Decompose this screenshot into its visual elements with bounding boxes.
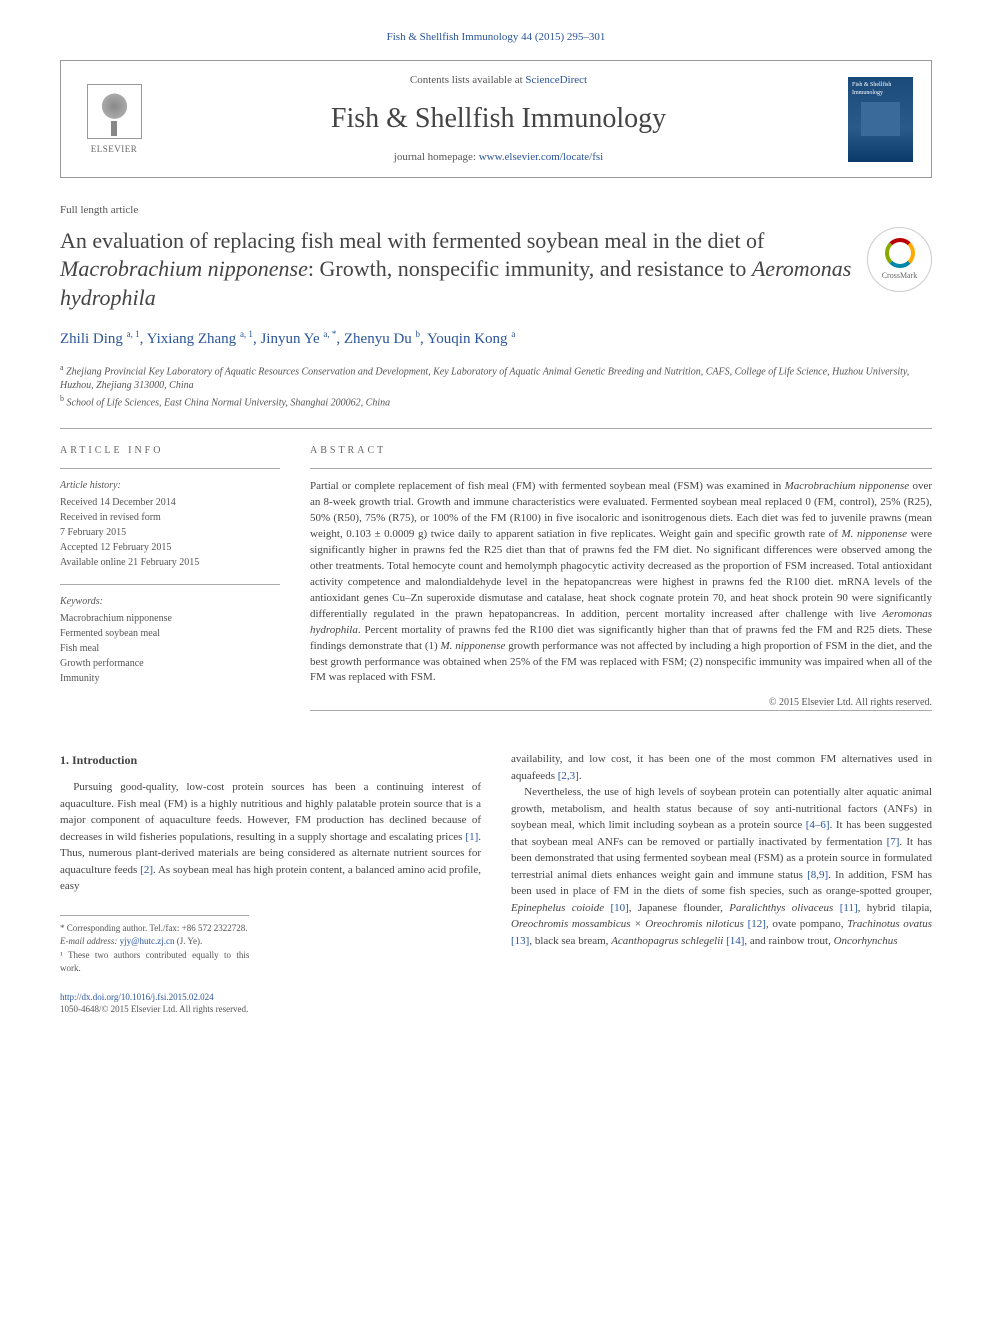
elsevier-tree-icon xyxy=(87,84,142,139)
info-rule xyxy=(60,468,280,469)
issn-copyright: 1050-4648/© 2015 Elsevier Ltd. All right… xyxy=(60,1004,248,1014)
divider xyxy=(60,428,932,429)
affiliations: a Zhejiang Provincial Key Laboratory of … xyxy=(60,362,932,411)
history-label: Article history: xyxy=(60,479,280,493)
corresponding-email-link[interactable]: yjy@hutc.zj.cn xyxy=(120,936,175,946)
doi-block: http://dx.doi.org/10.1016/j.fsi.2015.02.… xyxy=(60,991,932,1016)
affiliation-a: Zhejiang Provincial Key Laboratory of Aq… xyxy=(60,366,909,391)
keywords: Macrobrachium nipponenseFermented soybea… xyxy=(60,611,280,686)
journal-cover-thumbnail: Fish & Shellfish Immunology xyxy=(848,77,913,162)
abstract-copyright: © 2015 Elsevier Ltd. All rights reserved… xyxy=(310,696,932,710)
article-title: An evaluation of replacing fish meal wit… xyxy=(60,227,932,313)
keywords-label: Keywords: xyxy=(60,595,280,609)
article-type: Full length article xyxy=(60,203,932,218)
abstract-heading: ABSTRACT xyxy=(310,444,932,458)
journal-masthead: ELSEVIER Contents lists available at Sci… xyxy=(60,60,932,178)
article-info-block: ARTICLE INFO Article history: Received 1… xyxy=(60,444,280,721)
abstract-body: Partial or complete replacement of fish … xyxy=(310,479,932,686)
footnotes: * Corresponding author. Tel./fax: +86 57… xyxy=(60,915,249,976)
header-citation: Fish & Shellfish Immunology 44 (2015) 29… xyxy=(60,30,932,45)
abstract-rule xyxy=(310,468,932,469)
crossmark-badge[interactable]: CrossMark xyxy=(867,227,932,292)
journal-name: Fish & Shellfish Immunology xyxy=(149,99,848,138)
intro-para-2a: availability, and low cost, it has been … xyxy=(511,751,932,784)
crossmark-icon xyxy=(885,238,915,268)
introduction-section: 1. Introduction Pursuing good-quality, l… xyxy=(60,751,932,976)
intro-para-1: Pursuing good-quality, low-cost protein … xyxy=(60,779,481,895)
homepage-link[interactable]: www.elsevier.com/locate/fsi xyxy=(479,151,604,163)
intro-column-right: availability, and low cost, it has been … xyxy=(511,751,932,976)
email-name: (J. Ye). xyxy=(177,936,203,946)
abstract-block: ABSTRACT Partial or complete replacement… xyxy=(310,444,932,721)
doi-link[interactable]: http://dx.doi.org/10.1016/j.fsi.2015.02.… xyxy=(60,992,214,1002)
article-history: Received 14 December 2014Received in rev… xyxy=(60,495,280,570)
elsevier-label: ELSEVIER xyxy=(91,143,138,156)
info-rule xyxy=(60,584,280,585)
sciencedirect-link[interactable]: ScienceDirect xyxy=(525,74,587,86)
intro-column-left: 1. Introduction Pursuing good-quality, l… xyxy=(60,751,481,976)
email-label: E-mail address: xyxy=(60,936,117,946)
contents-prefix: Contents lists available at xyxy=(410,74,525,86)
affiliation-b: School of Life Sciences, East China Norm… xyxy=(67,397,391,408)
cover-title: Fish & Shellfish Immunology xyxy=(852,81,909,98)
elsevier-logo: ELSEVIER xyxy=(79,79,149,159)
section-heading-intro: 1. Introduction xyxy=(60,751,481,769)
contents-available: Contents lists available at ScienceDirec… xyxy=(149,73,848,88)
corresponding-author: * Corresponding author. Tel./fax: +86 57… xyxy=(60,922,249,936)
intro-para-2b: Nevertheless, the use of high levels of … xyxy=(511,784,932,949)
author-list: Zhili Ding a, 1, Yixiang Zhang a, 1, Jin… xyxy=(60,328,932,350)
crossmark-label: CrossMark xyxy=(882,270,918,281)
equal-contribution-note: ¹ These two authors contributed equally … xyxy=(60,949,249,976)
homepage-prefix: journal homepage: xyxy=(394,151,479,163)
journal-homepage: journal homepage: www.elsevier.com/locat… xyxy=(149,150,848,165)
article-info-heading: ARTICLE INFO xyxy=(60,444,280,458)
abstract-bottom-rule xyxy=(310,710,932,711)
